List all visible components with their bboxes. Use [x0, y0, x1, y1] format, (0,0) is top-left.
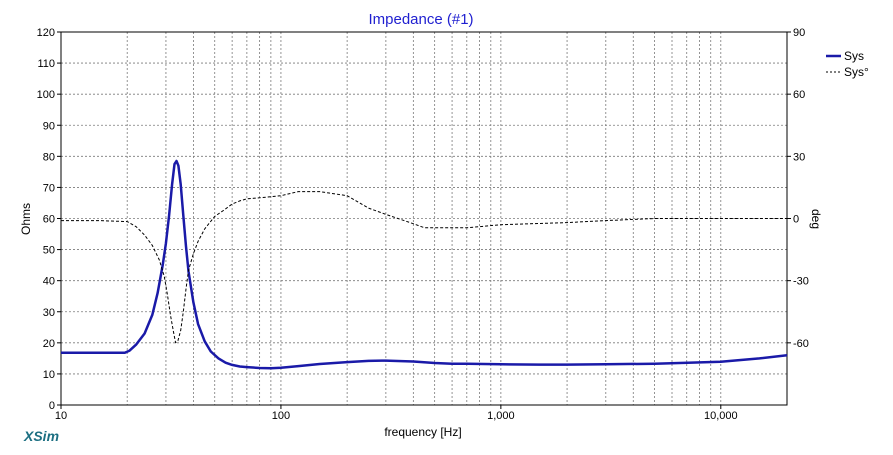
y-tick-label: 80 [43, 151, 55, 163]
legend-label-sys: Sys [844, 49, 864, 63]
y-tick-label: 10 [43, 369, 55, 381]
y-tick-label: 110 [37, 58, 55, 70]
y2-tick-label: -30 [793, 276, 809, 288]
y-tick-label: 120 [37, 27, 55, 39]
chart-title: Impedance (#1) [368, 11, 473, 28]
x-axis-label: frequency [Hz] [384, 425, 461, 439]
y-axis-label: Ohms [19, 203, 33, 235]
y-tick-label: 100 [37, 89, 55, 101]
legend: Sys Sys° [826, 49, 869, 79]
series-layer [61, 159, 788, 370]
x-tick-label: 10,000 [704, 410, 738, 422]
y-tick-label: 70 [43, 182, 55, 194]
x-tick-label: 1,000 [487, 410, 515, 422]
y-tick-label: 40 [43, 276, 55, 288]
y2-tick-label: 30 [793, 151, 805, 163]
y2-axis-label: deg [809, 209, 823, 229]
y-tick-label: 0 [49, 400, 55, 412]
x-tick-label: 100 [272, 410, 290, 422]
y-tick-label: 50 [43, 245, 55, 257]
xsim-logo: XSim [23, 428, 59, 444]
y2-tick-label: 60 [793, 89, 805, 101]
y-tick-label: 60 [43, 214, 55, 226]
y-axis-right-ticks: 90 60 30 0 -30 -60 [787, 27, 809, 350]
x-axis-ticks: 10 100 1,000 10,000 [55, 405, 738, 422]
y2-tick-label: -60 [793, 338, 809, 350]
grid-lines [61, 32, 787, 405]
y2-tick-label: 90 [793, 27, 805, 39]
series-line-sys-phase [61, 191, 787, 344]
legend-label-sys-phase: Sys° [844, 65, 869, 79]
y2-tick-label: 0 [793, 214, 799, 226]
y-tick-label: 30 [43, 307, 55, 319]
x-tick-label: 10 [55, 410, 67, 422]
y-tick-label: 20 [43, 338, 55, 350]
y-tick-label: 90 [43, 120, 55, 132]
y-axis-left-ticks: 0 10 20 30 40 50 60 70 80 90 100 110 120 [37, 27, 61, 412]
